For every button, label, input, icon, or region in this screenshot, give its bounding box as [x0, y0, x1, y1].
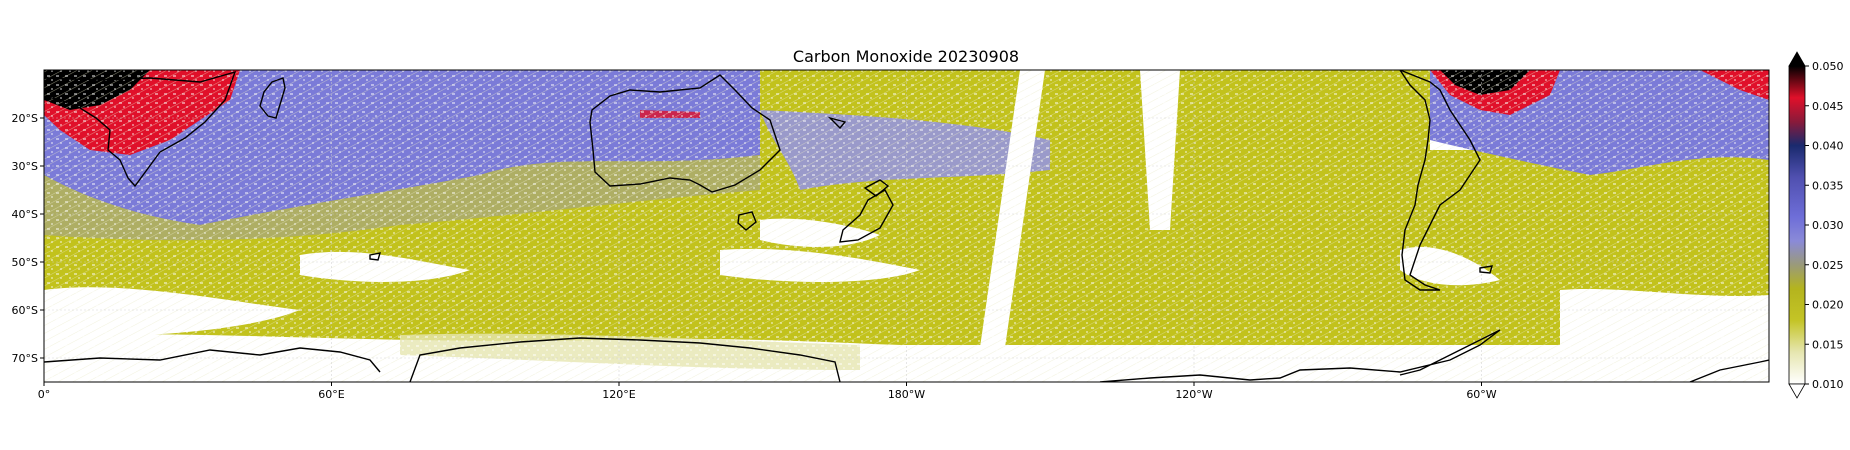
colorbar-tick-label: 0.040 [1812, 140, 1844, 153]
coast-tasmania [737, 211, 757, 231]
lon-tick-label: 60°E [318, 388, 344, 401]
lon-tick-label: 120°W [1175, 388, 1212, 401]
colorbar-tick-label: 0.045 [1812, 100, 1844, 113]
colorbar-extend-bottom [1788, 383, 1806, 399]
lat-tick-label: 70°S [12, 352, 38, 365]
colorbar-gradient [1788, 65, 1806, 385]
lon-tick-label: 60°W [1466, 388, 1496, 401]
colorbar-tick-label: 0.050 [1812, 60, 1844, 73]
colorbar-tick-label: 0.030 [1812, 219, 1844, 232]
coast-fiji [827, 116, 847, 130]
colorbar-tick-label: 0.025 [1812, 259, 1844, 272]
coast-antarctica-central [409, 337, 841, 382]
lon-tick-label: 0° [38, 388, 51, 401]
lat-axis: 20°S 30°S 40°S 50°S 60°S 70°S [12, 112, 44, 365]
colorbar-tick-label: 0.015 [1812, 338, 1844, 351]
colorbar-tick-label: 0.010 [1812, 378, 1844, 391]
colorbar-ticks: 0.050 0.045 0.040 0.035 0.030 0.025 0.020 0.015… [1805, 60, 1844, 391]
coast-australia [589, 74, 781, 193]
coastlines [44, 70, 1769, 382]
lat-tick-label: 20°S [12, 112, 38, 125]
colorbar: 0.050 0.045 0.040 0.035 0.030 0.025 0.020 0.015… [1788, 51, 1844, 399]
lat-tick-label: 50°S [12, 256, 38, 269]
coast-nz-north [863, 179, 890, 197]
colorbar-tick-label: 0.035 [1812, 179, 1844, 192]
colorbar-extend-top [1788, 51, 1806, 67]
lon-axis: 0° 60°E 120°E 180°W 120°W 60°W [38, 382, 1497, 401]
coast-antarctica-east [1099, 329, 1501, 382]
coast-antarctica-west [44, 347, 381, 373]
coast-kerguelen [369, 252, 381, 261]
lon-tick-label: 120°E [602, 388, 635, 401]
lat-tick-label: 30°S [12, 160, 38, 173]
gridlines [44, 70, 1769, 382]
coast-new-zealand [839, 189, 894, 243]
coast-africa [44, 70, 237, 188]
map-title: Carbon Monoxide 20230908 [793, 47, 1019, 66]
map-area [44, 70, 1769, 382]
coast-madagascar [259, 77, 286, 119]
lon-tick-label: 180°W [888, 388, 925, 401]
coast-south-america [1399, 70, 1481, 291]
lat-tick-label: 60°S [12, 304, 38, 317]
coast-falklands [1479, 265, 1493, 274]
colorbar-tick-label: 0.020 [1812, 299, 1844, 312]
lat-tick-label: 40°S [12, 208, 38, 221]
coast-antarctica-east2 [1689, 359, 1769, 382]
